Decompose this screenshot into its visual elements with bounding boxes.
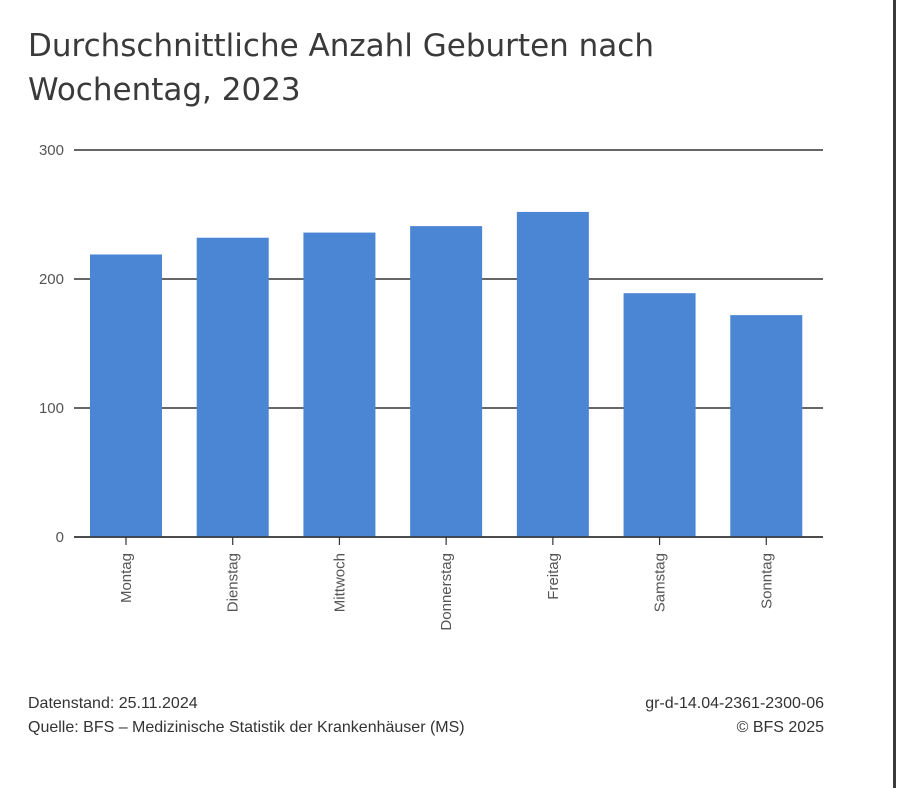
bar-freitag (516, 211, 589, 538)
y-tick-label-100: 100 (39, 400, 64, 417)
x-tick-label-freitag: Freitag (545, 553, 562, 600)
footer-right: gr-d-14.04-2361-2300-06 © BFS 2025 (645, 692, 824, 740)
x-tick-label-dienstag: Dienstag (225, 553, 242, 612)
y-tick-label-300: 300 (39, 142, 64, 159)
chart-code: gr-d-14.04-2361-2300-06 (645, 695, 824, 712)
x-tick-label-mittwoch: Mittwoch (331, 553, 348, 612)
data-source: Quelle: BFS – Medizinische Statistik der… (28, 719, 465, 736)
x-tick-label-montag: Montag (118, 553, 135, 603)
y-tick-label-0: 0 (56, 529, 64, 546)
x-tick-label-donnerstag: Donnerstag (438, 553, 455, 631)
bar-chart: 0 100 200 300 Montag Dienstag Mittwoch Donnerst… (39, 142, 823, 631)
chart-title: Durchschnittliche Anzahl Geburten nach W… (28, 28, 654, 108)
bar-samstag (623, 293, 696, 537)
x-tick-label-sonntag: Sonntag (758, 553, 775, 609)
y-tick-label-200: 200 (39, 271, 64, 288)
bar-mittwoch (303, 232, 376, 537)
bar-donnerstag (410, 226, 483, 538)
x-tick-label-samstag: Samstag (652, 553, 669, 612)
bar-montag (90, 254, 162, 538)
bar-sonntag (730, 315, 803, 537)
footer-left: Datenstand: 25.11.2024 Quelle: BFS – Med… (28, 692, 568, 740)
bar-dienstag (196, 237, 269, 537)
data-status: Datenstand: 25.11.2024 (28, 695, 198, 712)
copyright: © BFS 2025 (736, 719, 824, 736)
